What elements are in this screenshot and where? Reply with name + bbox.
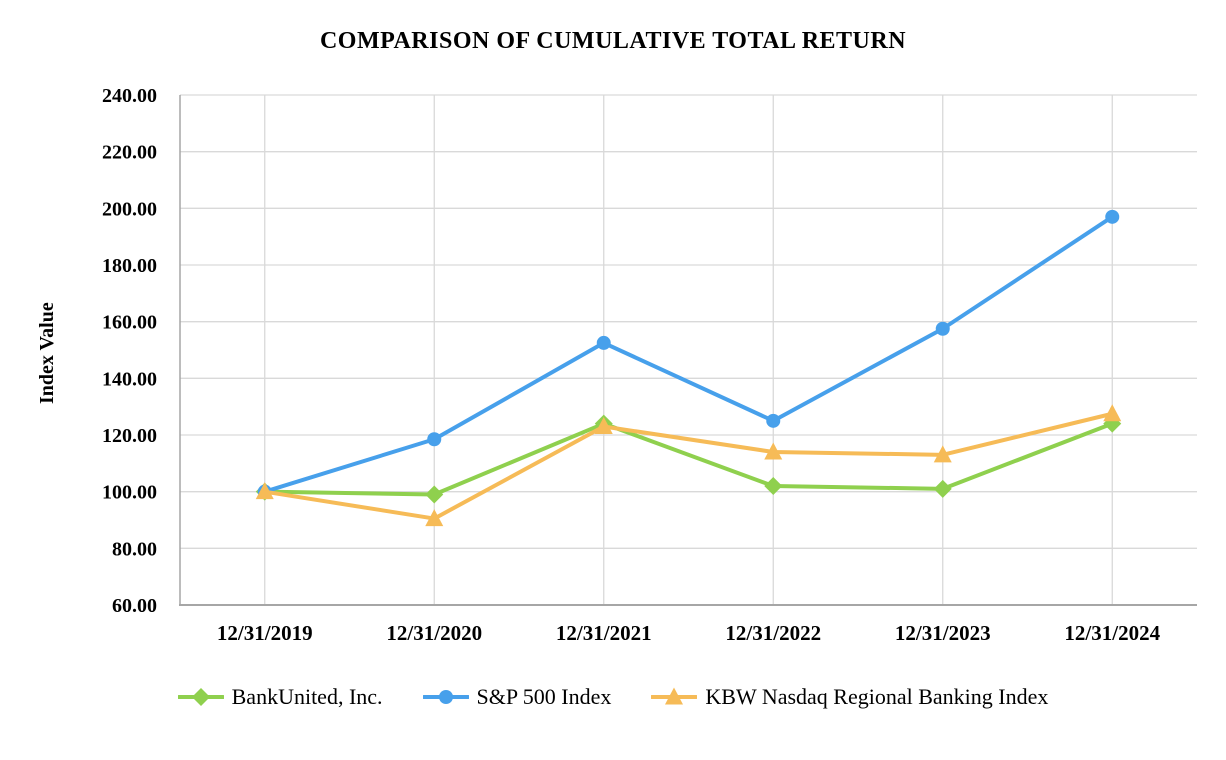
legend-item-s-p-500-index: S&P 500 Index bbox=[422, 684, 612, 710]
triangle-marker-icon bbox=[933, 445, 952, 463]
diamond-marker-icon bbox=[764, 477, 783, 495]
y-tick-label: 240.00 bbox=[102, 85, 157, 107]
legend-circle-marker-icon bbox=[422, 690, 469, 704]
y-tick-label: 200.00 bbox=[102, 198, 157, 220]
legend-diamond-marker-icon bbox=[177, 688, 224, 706]
circle-marker-icon bbox=[596, 335, 611, 350]
x-tick-label: 12/31/2020 bbox=[386, 621, 482, 645]
x-tick-label: 12/31/2024 bbox=[1064, 621, 1160, 645]
circle-marker-icon bbox=[1105, 209, 1120, 224]
triangle-marker-icon bbox=[665, 687, 684, 705]
legend: BankUnited, Inc. S&P 500 Index KBW Nasdaq … bbox=[0, 684, 1226, 710]
series-line bbox=[262, 214, 1115, 494]
triangle-marker-icon bbox=[594, 417, 613, 434]
y-tick-label: 180.00 bbox=[102, 255, 157, 277]
triangle-marker-icon bbox=[1103, 404, 1122, 422]
series-kbw-nasdaq-regional-banking-index bbox=[255, 404, 1122, 527]
legend-item-label: KBW Nasdaq Regional Banking Index bbox=[705, 684, 1049, 709]
x-tick-label: 12/31/2023 bbox=[895, 621, 991, 645]
series-line bbox=[262, 411, 1115, 521]
y-tick-label: 120.00 bbox=[102, 425, 157, 447]
diamond-marker-icon bbox=[191, 688, 210, 706]
y-tick-label: 80.00 bbox=[112, 538, 157, 560]
x-tick-label: 12/31/2022 bbox=[725, 621, 821, 645]
diamond-marker-icon bbox=[933, 479, 952, 498]
triangle-marker-icon bbox=[764, 442, 783, 460]
legend-item-label: S&P 500 Index bbox=[476, 684, 612, 709]
y-tick-label: 100.00 bbox=[102, 482, 157, 504]
y-tick-label: 160.00 bbox=[102, 312, 157, 334]
circle-marker-icon bbox=[766, 413, 781, 428]
series-bankunited-inc bbox=[255, 414, 1122, 504]
legend-item-kbw-nasdaq-regional-banking-index: KBW Nasdaq Regional Banking Index bbox=[651, 684, 1048, 710]
circle-marker-icon bbox=[438, 690, 453, 704]
chart-title: COMPARISON OF CUMULATIVE TOTAL RETURN bbox=[319, 28, 907, 54]
y-tick-label: 60.00 bbox=[112, 595, 157, 617]
triangle-marker-icon bbox=[425, 509, 444, 527]
triangle-marker-icon bbox=[255, 482, 274, 500]
legend-item-label: BankUnited, Inc. bbox=[231, 684, 383, 709]
gridlines bbox=[180, 94, 1197, 605]
legend-item-bankunited-inc: BankUnited, Inc. bbox=[177, 684, 383, 710]
y-tick-label: 220.00 bbox=[102, 142, 157, 164]
diamond-marker-icon bbox=[425, 485, 444, 504]
x-tick-label: 12/31/2019 bbox=[217, 621, 313, 645]
circle-marker-icon bbox=[427, 432, 442, 447]
x-tick-label: 12/31/2021 bbox=[556, 621, 652, 645]
circle-marker-icon bbox=[935, 321, 950, 336]
series-line bbox=[262, 421, 1115, 497]
y-tick-label: 140.00 bbox=[102, 368, 157, 390]
legend-triangle-marker-icon bbox=[651, 687, 698, 705]
